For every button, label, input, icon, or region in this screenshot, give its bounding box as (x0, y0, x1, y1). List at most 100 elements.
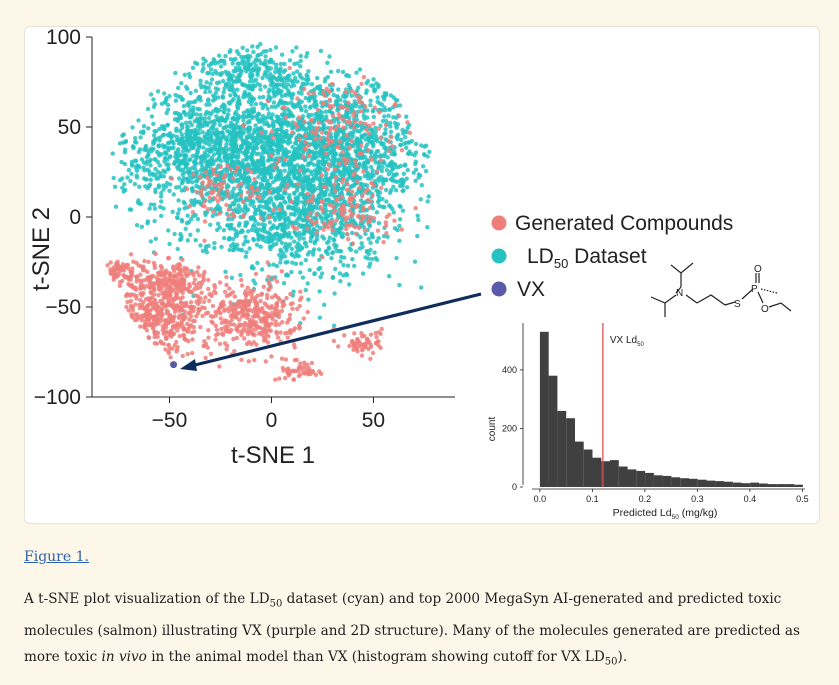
scatter-point (179, 132, 184, 137)
scatter-point (179, 234, 184, 239)
scatter-point (284, 245, 289, 251)
scatter-point (118, 178, 123, 183)
scatter-point (341, 104, 346, 110)
scatter-point (295, 246, 300, 251)
scatter-point (207, 89, 213, 94)
scatter-point (182, 201, 187, 206)
scatter-point (245, 302, 250, 308)
scatter-point (271, 223, 276, 228)
scatter-point (415, 213, 420, 218)
scatter-point (188, 300, 194, 305)
scatter-point (181, 325, 186, 331)
scatter-point (181, 332, 186, 338)
scatter-point (311, 205, 316, 210)
scatter-point (383, 122, 389, 128)
scatter-point (354, 249, 359, 254)
scatter-point (309, 82, 315, 87)
scatter-point (213, 337, 218, 342)
scatter-point (198, 324, 203, 330)
scatter-point (151, 133, 157, 138)
scatter-point (298, 361, 303, 366)
scatter-point (386, 148, 392, 154)
scatter-point (312, 151, 318, 156)
scatter-point (331, 92, 336, 98)
scatter-point (142, 322, 148, 327)
scatter-point (267, 167, 272, 172)
scatter-point (352, 263, 357, 269)
scatter-point (138, 278, 143, 283)
scatter-point (387, 107, 392, 112)
scatter-point (163, 151, 168, 156)
scatter-point (238, 136, 243, 141)
scatter-point (194, 131, 199, 136)
scatter-point (172, 231, 177, 237)
scatter-point (245, 56, 251, 61)
scatter-point (244, 67, 249, 72)
scatter-point (182, 72, 188, 77)
scatter-point (227, 75, 233, 81)
scatter-point (273, 45, 279, 50)
scatter-point (195, 106, 200, 112)
scatter-point (310, 249, 316, 254)
scatter-point (276, 190, 281, 196)
scatter-point (274, 231, 279, 236)
scatter-point (277, 252, 282, 258)
scatter-point (142, 258, 147, 264)
scatter-point (247, 91, 252, 97)
scatter-point (176, 85, 181, 91)
scatter-point (201, 56, 206, 61)
scatter-point (153, 236, 158, 241)
scatter-point (357, 246, 363, 251)
scatter-point (369, 157, 374, 162)
scatter-point (374, 239, 380, 244)
scatter-point (138, 297, 143, 303)
scatter-point (307, 153, 312, 158)
scatter-point (386, 113, 391, 119)
scatter-point (279, 144, 285, 149)
scatter-point (261, 61, 267, 66)
scatter-point (112, 184, 118, 189)
scatter-point (202, 305, 207, 311)
scatter-point (201, 299, 207, 304)
scatter-point (128, 178, 133, 184)
scatter-point (313, 136, 318, 141)
scatter-point (174, 185, 179, 190)
scatter-point (194, 299, 199, 304)
scatter-point (210, 98, 216, 103)
scatter-point (286, 73, 292, 78)
scatter-point (195, 118, 200, 124)
scatter-point (274, 263, 280, 269)
scatter-point (287, 155, 293, 160)
scatter-point (274, 161, 279, 166)
scatter-point (254, 146, 260, 151)
scatter-point (313, 131, 318, 136)
scatter-point (268, 72, 273, 77)
scatter-point (262, 84, 268, 89)
scatter-point (397, 217, 403, 222)
scatter-point (190, 270, 195, 275)
scatter-point (262, 336, 267, 341)
scatter-point (221, 90, 226, 95)
scatter-point (388, 120, 393, 126)
scatter-point (392, 120, 398, 126)
scatter-point (392, 226, 398, 231)
scatter-point (312, 241, 317, 246)
scatter-point (294, 253, 300, 258)
scatter-point (305, 309, 310, 315)
scatter-point (268, 143, 273, 148)
scatter-point (266, 239, 271, 245)
scatter-point (176, 198, 181, 203)
scatter-point (305, 167, 310, 173)
scatter-point (320, 152, 325, 157)
scatter-point (244, 156, 249, 161)
scatter-point (399, 148, 405, 153)
scatter-point (270, 135, 275, 140)
scatter-point (281, 281, 287, 286)
scatter-point (226, 328, 231, 334)
scatter-point (290, 130, 295, 135)
scatter-point (192, 277, 198, 282)
scatter-point (251, 314, 256, 319)
scatter-point (285, 320, 290, 325)
scatter-point (229, 159, 234, 164)
scatter-point (267, 281, 272, 287)
